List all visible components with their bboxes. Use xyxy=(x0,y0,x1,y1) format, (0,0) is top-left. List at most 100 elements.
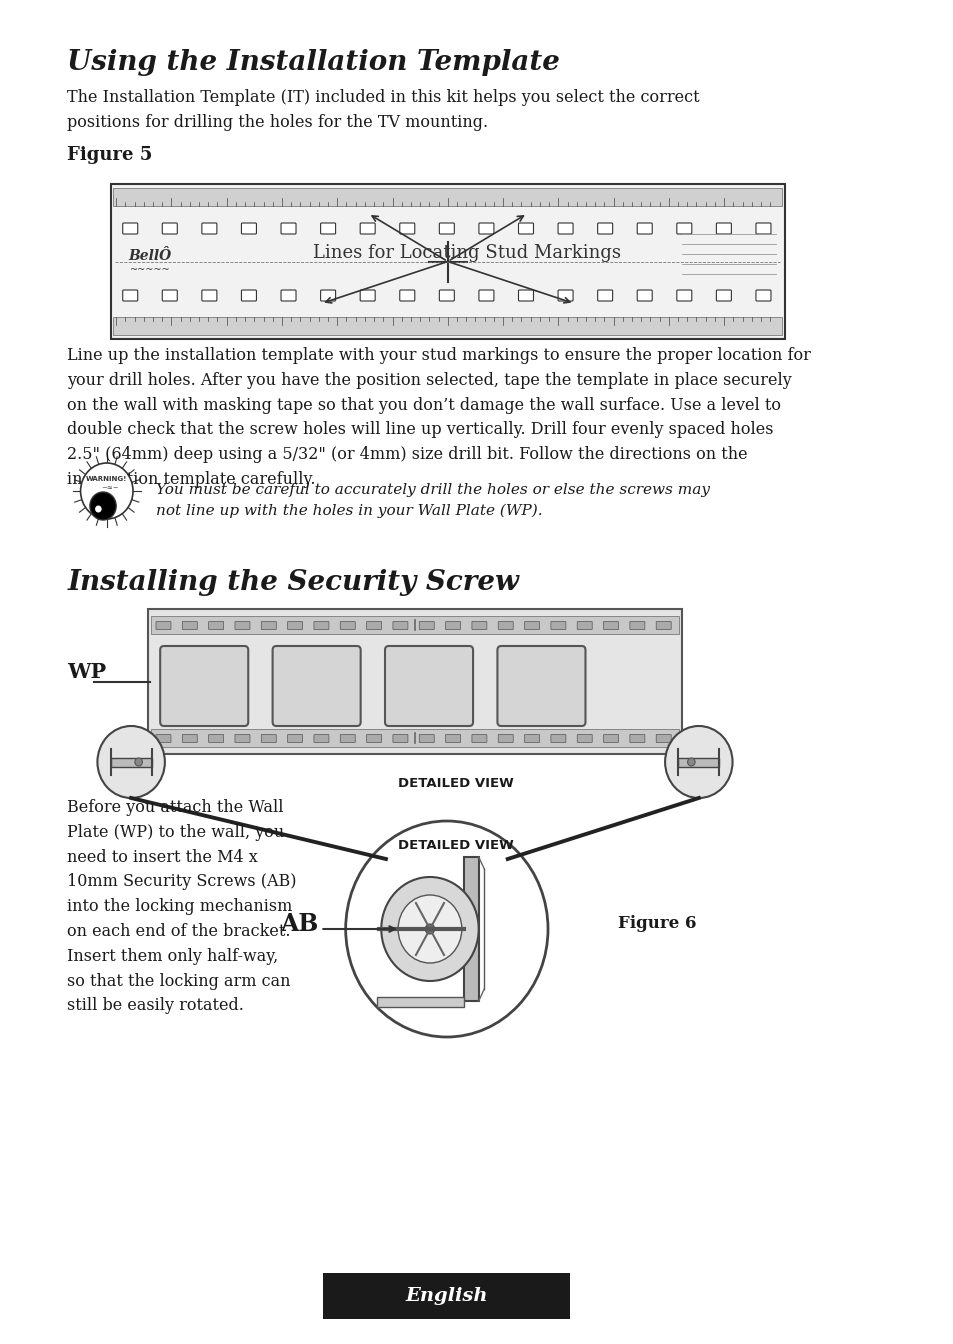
Text: Using the Installation Template: Using the Installation Template xyxy=(68,48,559,77)
Circle shape xyxy=(381,878,478,981)
FancyBboxPatch shape xyxy=(656,735,671,742)
FancyBboxPatch shape xyxy=(261,735,276,742)
Text: AB: AB xyxy=(280,913,318,935)
Circle shape xyxy=(425,925,435,934)
FancyBboxPatch shape xyxy=(162,290,177,301)
FancyBboxPatch shape xyxy=(320,290,335,301)
FancyBboxPatch shape xyxy=(340,621,355,629)
FancyBboxPatch shape xyxy=(360,290,375,301)
Bar xyxy=(111,758,152,767)
Text: You must be careful to accurately drill the holes or else the screws may
not lin: You must be careful to accurately drill … xyxy=(156,482,710,519)
FancyBboxPatch shape xyxy=(287,621,302,629)
Circle shape xyxy=(664,726,732,798)
FancyBboxPatch shape xyxy=(202,223,216,234)
FancyBboxPatch shape xyxy=(418,735,434,742)
FancyBboxPatch shape xyxy=(518,290,533,301)
Bar xyxy=(376,997,463,1007)
FancyBboxPatch shape xyxy=(366,621,381,629)
FancyBboxPatch shape xyxy=(497,735,513,742)
FancyBboxPatch shape xyxy=(478,290,494,301)
FancyBboxPatch shape xyxy=(234,621,250,629)
FancyBboxPatch shape xyxy=(202,290,216,301)
FancyBboxPatch shape xyxy=(597,290,612,301)
FancyBboxPatch shape xyxy=(366,735,381,742)
Text: Installing the Security Screw: Installing the Security Screw xyxy=(68,569,518,595)
FancyBboxPatch shape xyxy=(755,223,770,234)
Circle shape xyxy=(687,758,695,766)
FancyBboxPatch shape xyxy=(160,646,248,726)
FancyBboxPatch shape xyxy=(577,735,592,742)
Circle shape xyxy=(97,726,165,798)
FancyBboxPatch shape xyxy=(676,290,691,301)
FancyBboxPatch shape xyxy=(577,621,592,629)
FancyBboxPatch shape xyxy=(518,223,533,234)
FancyBboxPatch shape xyxy=(281,290,295,301)
FancyBboxPatch shape xyxy=(273,646,360,726)
FancyBboxPatch shape xyxy=(497,646,585,726)
Bar xyxy=(111,184,784,339)
FancyBboxPatch shape xyxy=(320,223,335,234)
Text: DETAILED VIEW: DETAILED VIEW xyxy=(398,839,514,852)
FancyBboxPatch shape xyxy=(445,735,460,742)
Bar xyxy=(151,728,679,747)
Text: WP: WP xyxy=(68,661,107,681)
Text: DETAILED VIEW: DETAILED VIEW xyxy=(398,777,514,790)
FancyBboxPatch shape xyxy=(637,290,652,301)
FancyBboxPatch shape xyxy=(629,621,644,629)
Bar xyxy=(151,616,679,634)
FancyBboxPatch shape xyxy=(558,290,573,301)
FancyBboxPatch shape xyxy=(497,621,513,629)
Text: The Installation Template (IT) included in this kit helps you select the correct: The Installation Template (IT) included … xyxy=(68,89,700,130)
FancyBboxPatch shape xyxy=(558,223,573,234)
FancyBboxPatch shape xyxy=(209,735,223,742)
FancyBboxPatch shape xyxy=(281,223,295,234)
FancyBboxPatch shape xyxy=(182,621,197,629)
FancyBboxPatch shape xyxy=(123,290,137,301)
FancyBboxPatch shape xyxy=(472,735,486,742)
FancyBboxPatch shape xyxy=(385,646,473,726)
FancyBboxPatch shape xyxy=(716,290,731,301)
FancyBboxPatch shape xyxy=(550,735,565,742)
FancyBboxPatch shape xyxy=(637,223,652,234)
Circle shape xyxy=(90,492,116,520)
FancyBboxPatch shape xyxy=(597,223,612,234)
Bar xyxy=(113,317,781,335)
Bar xyxy=(148,609,681,754)
FancyBboxPatch shape xyxy=(314,621,329,629)
FancyBboxPatch shape xyxy=(393,735,408,742)
FancyBboxPatch shape xyxy=(393,621,408,629)
FancyBboxPatch shape xyxy=(241,290,256,301)
FancyBboxPatch shape xyxy=(360,223,375,234)
FancyBboxPatch shape xyxy=(399,223,415,234)
Text: ~~~~~: ~~~~~ xyxy=(130,265,170,274)
Bar xyxy=(113,188,781,206)
FancyBboxPatch shape xyxy=(755,290,770,301)
FancyBboxPatch shape xyxy=(676,223,691,234)
FancyBboxPatch shape xyxy=(439,290,454,301)
Text: ~≈~: ~≈~ xyxy=(101,485,118,491)
FancyBboxPatch shape xyxy=(182,735,197,742)
Bar xyxy=(463,857,478,1001)
Bar xyxy=(323,1273,570,1318)
FancyBboxPatch shape xyxy=(418,621,434,629)
Text: English: English xyxy=(405,1288,488,1305)
FancyBboxPatch shape xyxy=(629,735,644,742)
Text: Line up the installation template with your stud markings to ensure the proper l: Line up the installation template with y… xyxy=(68,347,810,488)
FancyBboxPatch shape xyxy=(550,621,565,629)
FancyBboxPatch shape xyxy=(340,735,355,742)
FancyBboxPatch shape xyxy=(656,621,671,629)
Text: BellÔ: BellÔ xyxy=(128,249,172,262)
FancyBboxPatch shape xyxy=(716,223,731,234)
FancyBboxPatch shape xyxy=(439,223,454,234)
FancyBboxPatch shape xyxy=(524,735,539,742)
Bar xyxy=(678,758,719,767)
Text: Before you attach the Wall
Plate (WP) to the wall, you
need to insert the M4 x
1: Before you attach the Wall Plate (WP) to… xyxy=(68,798,296,1015)
Circle shape xyxy=(345,821,547,1038)
FancyBboxPatch shape xyxy=(162,223,177,234)
FancyBboxPatch shape xyxy=(524,621,539,629)
FancyBboxPatch shape xyxy=(155,735,171,742)
FancyBboxPatch shape xyxy=(399,290,415,301)
Text: Figure 5: Figure 5 xyxy=(68,146,152,164)
FancyBboxPatch shape xyxy=(234,735,250,742)
FancyBboxPatch shape xyxy=(478,223,494,234)
